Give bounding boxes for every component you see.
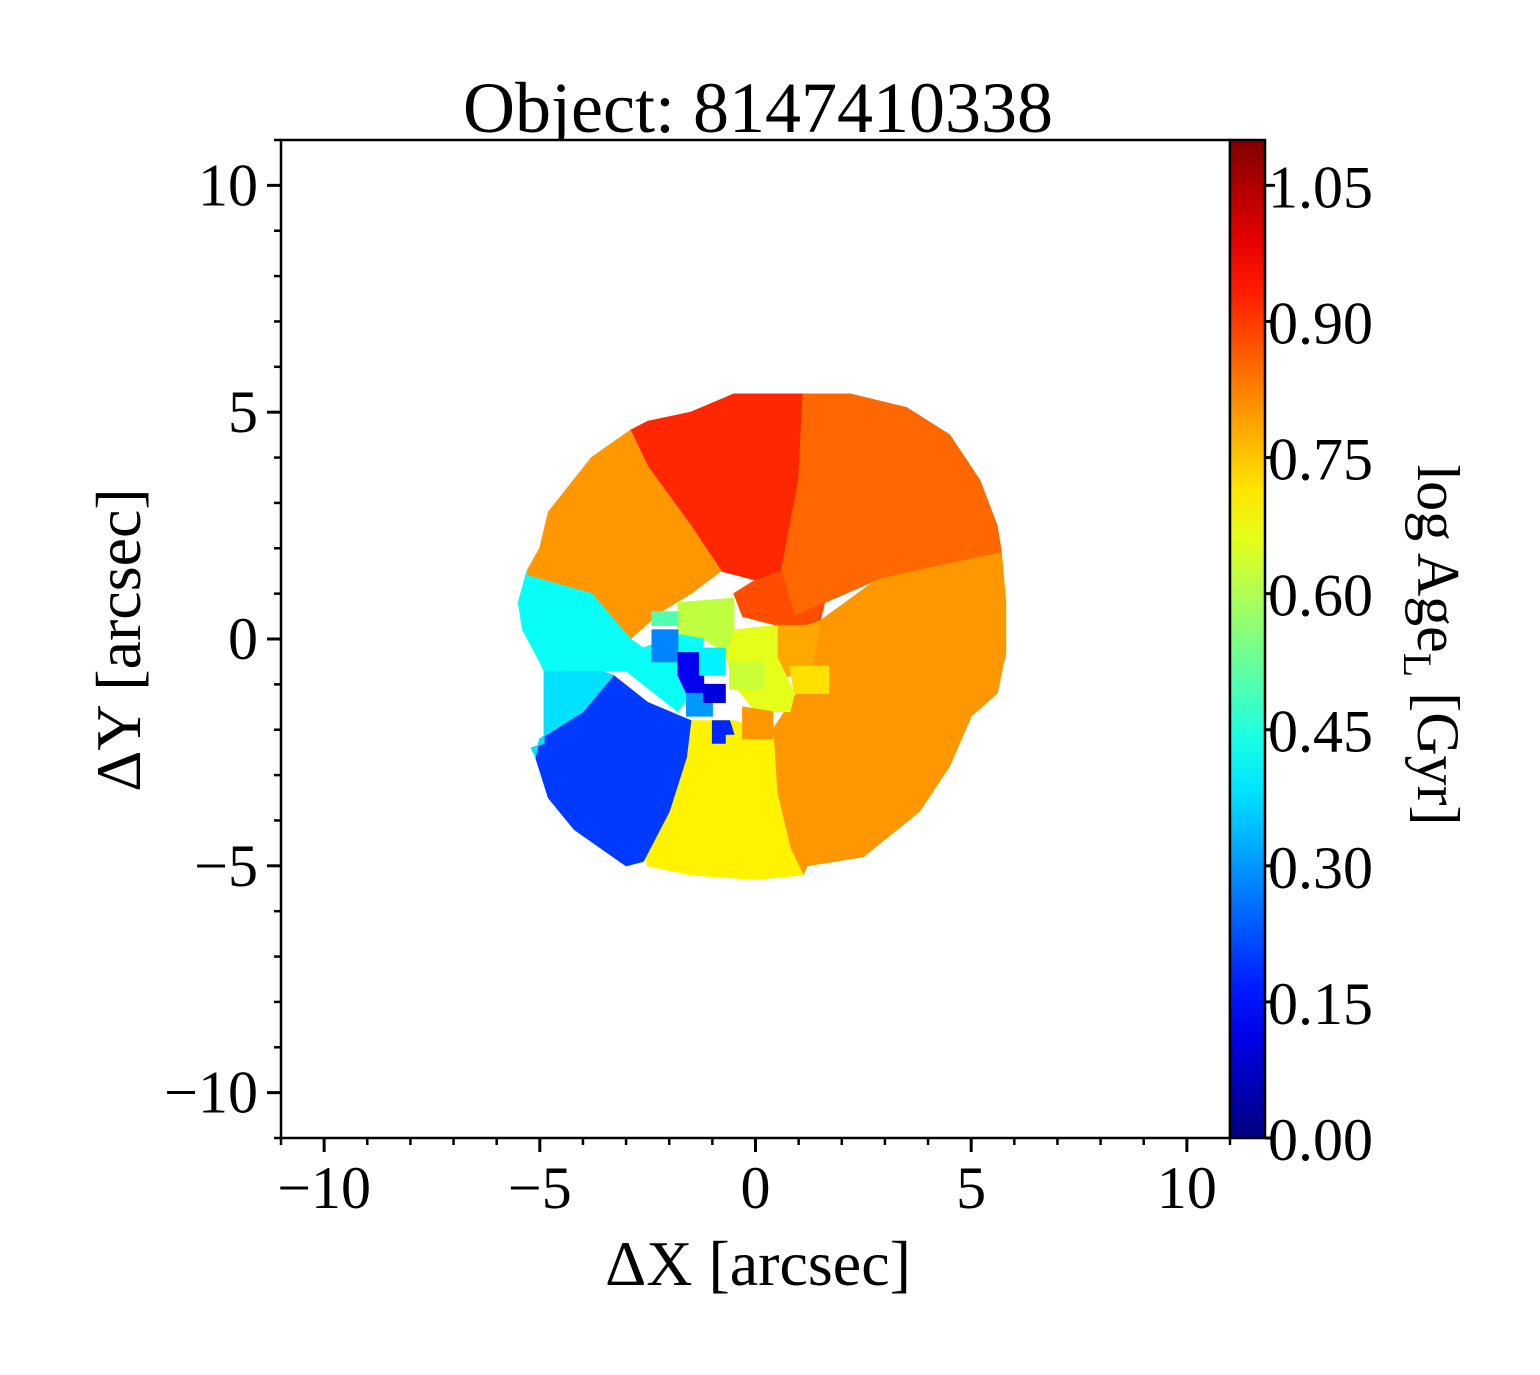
colorbar-tick-label: 0.90 xyxy=(1268,290,1373,356)
colorbar-tick-label: 0.15 xyxy=(1268,971,1373,1037)
y-axis-label: ΔY [arcsec] xyxy=(83,488,154,791)
colorbar-label: log AgeL [Gyr] xyxy=(1395,464,1471,825)
x-tick-label: −10 xyxy=(277,1155,371,1221)
x-tick-label: 5 xyxy=(956,1155,986,1221)
colorbar-tick-label: 0.30 xyxy=(1268,835,1373,901)
region-inner-blue-5 xyxy=(711,720,735,744)
region-center-north xyxy=(733,570,826,626)
colorbar-gradient xyxy=(1228,138,1267,1140)
chart-title: Object: 8147410338 xyxy=(463,68,1053,148)
region-inner-west-green xyxy=(651,611,679,626)
region-inner-yellowgreen xyxy=(729,661,765,690)
region-west-upper xyxy=(517,570,645,672)
colorbar-tick-label: 0.00 xyxy=(1268,1107,1373,1173)
colorbar-label-sub: L xyxy=(1395,653,1440,677)
x-tick-label: 0 xyxy=(741,1155,771,1221)
x-axis-label: ΔX [arcsec] xyxy=(605,1228,911,1299)
region-center-south xyxy=(742,706,774,740)
y-tick-label: −10 xyxy=(164,1060,258,1126)
region-center-east-lower xyxy=(789,665,830,694)
data-regions xyxy=(517,393,1007,880)
y-tick-label: −5 xyxy=(194,833,258,899)
region-inner-blue-4 xyxy=(703,683,726,703)
y-tick-label: 0 xyxy=(228,606,258,672)
x-tick-label: −5 xyxy=(508,1155,572,1221)
colorbar-label-main: log Age xyxy=(1405,464,1471,652)
colorbar-tick-label: 0.75 xyxy=(1268,427,1373,493)
y-axis: −10 −5 0 5 10 xyxy=(164,138,281,1140)
x-axis: −10 −5 0 5 10 xyxy=(277,1138,1232,1221)
colorbar-tick-label: 0.60 xyxy=(1268,563,1373,629)
region-west-lower xyxy=(530,670,615,759)
colorbar: 0.00 0.15 0.30 0.45 0.60 0.75 0.90 1.05 log Age… xyxy=(1228,138,1471,1173)
region-inner-cyan-2 xyxy=(698,647,726,676)
y-tick-label: 5 xyxy=(228,379,258,445)
colorbar-label-unit: [Gyr] xyxy=(1405,677,1471,825)
colorbar-tick-label: 0.45 xyxy=(1268,699,1373,765)
x-tick-label: 10 xyxy=(1157,1155,1217,1221)
y-tick-label: 10 xyxy=(198,152,258,218)
colorbar-tick-label: 1.05 xyxy=(1268,154,1373,220)
colorbar-ticks: 0.00 0.15 0.30 0.45 0.60 0.75 0.90 1.05 xyxy=(1265,154,1373,1173)
region-inner-blue-1 xyxy=(651,629,679,663)
